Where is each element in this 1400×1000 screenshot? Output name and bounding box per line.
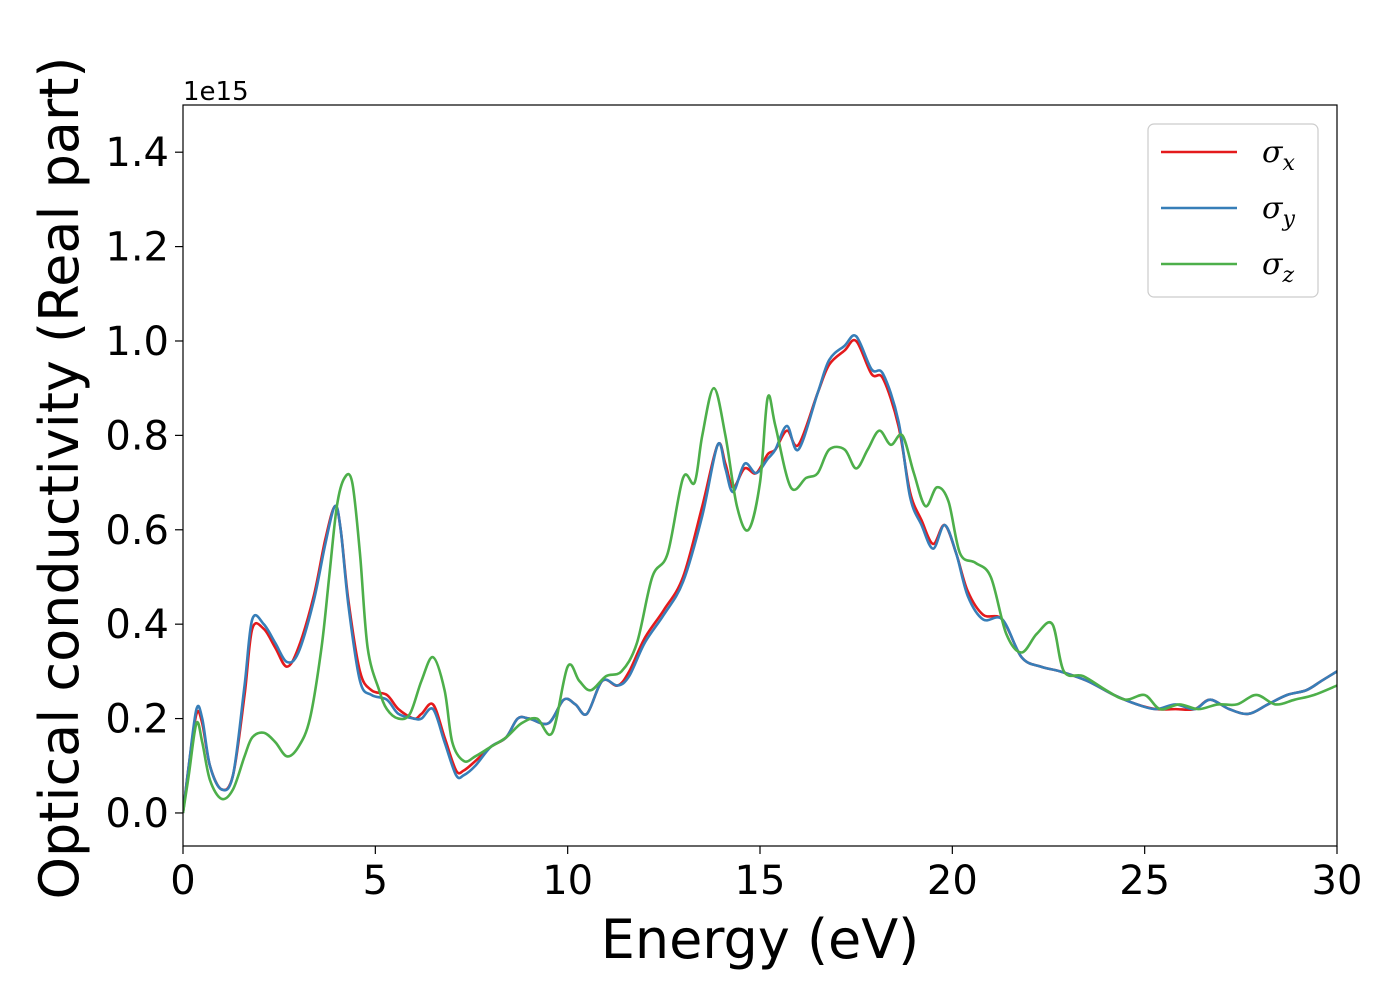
legend-subscript: y	[1281, 207, 1295, 232]
y-tick-label: 1.4	[105, 130, 169, 176]
y-tick-label: 0.6	[105, 508, 169, 554]
series-line-z	[183, 386, 1337, 814]
y-tick-label: 1.2	[105, 225, 169, 271]
x-tick-label: 5	[363, 858, 388, 904]
y-tick-label: 0.8	[105, 413, 169, 459]
y-tick-label: 0.2	[105, 697, 169, 743]
y-tick-label: 0.4	[105, 602, 169, 648]
x-tick-label: 25	[1119, 858, 1170, 904]
x-axis-label: Energy (eV)	[601, 908, 920, 971]
legend-box	[1147, 123, 1319, 298]
x-tick-label: 20	[927, 858, 978, 904]
x-tick-label: 30	[1312, 858, 1363, 904]
y-tick-label: 1.0	[105, 319, 169, 365]
x-axis: 0 5 10 15 20 25 30	[170, 846, 1362, 904]
y-offset-label: 1e15	[183, 77, 249, 107]
legend-subscript: z	[1281, 263, 1294, 288]
legend-subscript: x	[1282, 151, 1295, 176]
x-tick-label: 15	[735, 858, 786, 904]
series-line-y	[183, 334, 1337, 814]
y-axis-label: Optical conductivity (Real part)	[28, 57, 91, 900]
x-tick-label: 10	[542, 858, 593, 904]
x-tick-label: 0	[170, 858, 195, 904]
y-tick-label: 0.0	[105, 791, 169, 837]
series-layer	[183, 334, 1337, 814]
y-axis: 0.0 0.2 0.4 0.6 0.8 1.0 1.2 1.4	[105, 130, 183, 837]
